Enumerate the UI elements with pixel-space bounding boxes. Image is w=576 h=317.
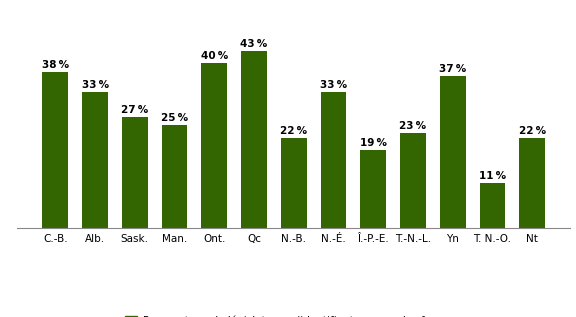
- Text: 33 %: 33 %: [320, 80, 347, 90]
- Text: 11 %: 11 %: [479, 171, 506, 181]
- Bar: [82, 92, 108, 228]
- Text: 38 %: 38 %: [42, 60, 69, 70]
- Text: 37 %: 37 %: [439, 64, 467, 74]
- Bar: [440, 76, 465, 228]
- Text: 43 %: 43 %: [240, 39, 268, 49]
- Bar: [241, 51, 267, 228]
- Text: 22 %: 22 %: [280, 126, 308, 136]
- Bar: [162, 125, 187, 228]
- Bar: [361, 150, 386, 228]
- Bar: [122, 117, 147, 228]
- Text: 27 %: 27 %: [121, 105, 149, 115]
- Text: 33 %: 33 %: [82, 80, 109, 90]
- Bar: [202, 63, 227, 228]
- Bar: [281, 138, 306, 228]
- Text: 22 %: 22 %: [518, 126, 545, 136]
- Text: 23 %: 23 %: [399, 121, 427, 131]
- Text: 19 %: 19 %: [360, 138, 386, 148]
- Legend: Pourcentage de législateurs s'identifiant comme des femmes: Pourcentage de législateurs s'identifian…: [121, 311, 467, 317]
- Bar: [43, 72, 68, 228]
- Bar: [520, 138, 545, 228]
- Text: 25 %: 25 %: [161, 113, 188, 123]
- Bar: [400, 133, 426, 228]
- Bar: [321, 92, 346, 228]
- Text: 40 %: 40 %: [200, 51, 228, 61]
- Bar: [480, 183, 505, 228]
